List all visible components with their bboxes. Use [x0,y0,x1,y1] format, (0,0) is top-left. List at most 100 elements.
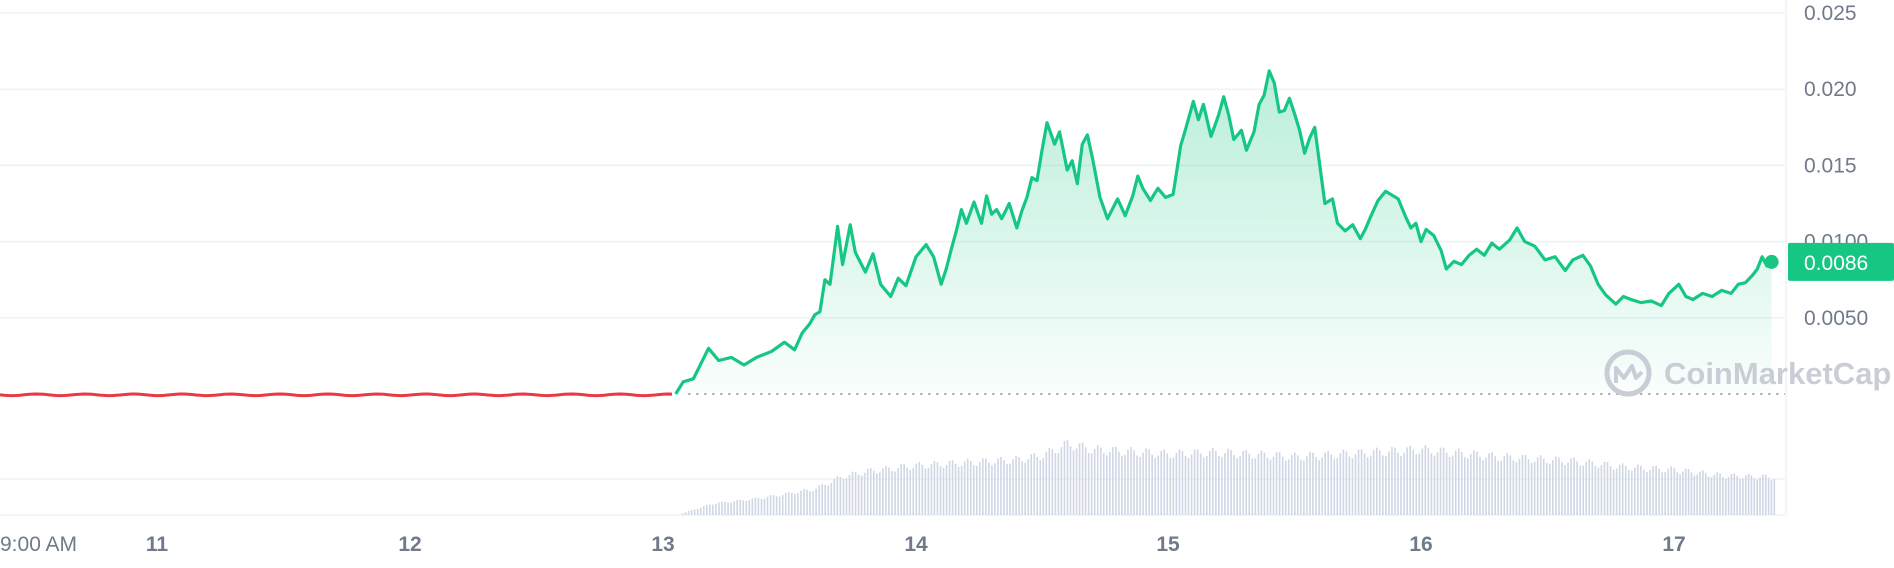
volume-bar [1139,456,1141,515]
volume-bar [1400,455,1402,515]
volume-bar [1736,476,1738,515]
volume-bar [1643,469,1645,515]
price-line-pre-launch[interactable] [0,392,673,398]
volume-bar [1175,452,1178,515]
price-area-fill [675,70,1772,395]
volume-bar [1045,451,1048,515]
volume-bar [1081,442,1084,515]
volume-bar [1421,448,1424,515]
volume-bar [894,471,896,515]
volume-bar [712,504,714,515]
volume-bar [1424,445,1427,515]
volume-bar [1157,455,1160,515]
volume-bar [1615,468,1618,515]
volume-bar [1260,450,1263,515]
volume-bar [1345,451,1348,515]
volume-bar [1181,451,1184,515]
x-axis: 9:00 AM 11 12 13 14 15 16 17 [0,533,1686,556]
volume-bar [1269,459,1272,515]
volume-bar [1297,455,1299,515]
volume-bar [960,465,963,515]
volume-bar [1160,450,1163,515]
volume-bar [1054,453,1057,515]
volume-bar [1503,456,1506,515]
volume-bar [1661,472,1663,515]
volume-bar [794,494,796,515]
volume-bar [1184,456,1187,515]
volume-bar [863,472,866,515]
volume-bar [724,501,726,515]
volume-bar [1360,449,1363,515]
volume-bar [1009,463,1011,515]
volume-bar [706,505,708,515]
volume-bar [1042,458,1045,515]
volume-bar [1515,462,1518,515]
volume-bar [1494,456,1496,515]
volume-bar [1567,462,1569,515]
volume-bar [1030,454,1033,515]
volume-bar [1710,477,1713,515]
volume-bar [1634,467,1636,515]
volume-bar [781,495,784,515]
volume-bar [1549,463,1551,515]
volume-bar [918,461,921,515]
volume-bar [1555,456,1557,515]
volume-bar [775,496,778,515]
volume-bar [1233,454,1235,515]
volume-bar [1742,478,1744,515]
x-tick-label: 13 [651,533,674,556]
volume-bar [1321,457,1323,515]
volume-bar [709,504,711,515]
volume-bar [1588,459,1591,515]
volume-bar [860,475,863,515]
volume-bar [903,464,905,515]
volume-bar [1759,477,1761,515]
y-tick-label: 0.015 [1804,154,1857,177]
volume-bar [900,464,902,515]
volume-bar [1612,469,1615,515]
volume-bar [1687,468,1690,515]
volume-bar [1318,460,1320,515]
volume-bar [915,463,918,515]
price-line[interactable] [674,69,1773,395]
volume-bar [1699,471,1701,515]
volume-bar [921,464,924,515]
volume-bar [1021,461,1023,515]
volume-bar [1753,478,1756,515]
volume-bar [1658,468,1660,515]
volume-bar [1667,468,1670,515]
volume-bar [702,506,705,515]
volume-bar [1000,456,1002,515]
volume-bar [1078,443,1081,515]
volume-bar [1218,455,1220,515]
volume-bar [1673,468,1676,515]
volume-bar [1130,447,1132,515]
volume-bar [1066,440,1069,515]
volume-bar [1415,454,1418,515]
volume-bar [763,498,766,515]
volume-bar [930,464,933,515]
current-price-dot[interactable] [1764,254,1779,269]
volume-bar [839,476,842,515]
volume-bar [1187,458,1190,515]
volume-bar [876,473,878,515]
volume-bar [1102,452,1105,515]
volume-bar [1212,448,1214,515]
volume-bar [1491,452,1493,515]
volume-bar [1430,453,1433,515]
volume-bar [1585,461,1588,515]
volume-bar [1033,453,1036,515]
volume-bar [748,500,751,515]
volume-bar [1330,454,1333,515]
volume-bar [1224,453,1226,515]
volume-bar [718,502,720,515]
volume-bar [1303,460,1305,515]
volume-bar [1457,448,1460,515]
volume-bar [772,495,775,515]
volume-bar [1684,468,1687,515]
volume-bar [1679,473,1681,515]
volume-bar [869,467,872,515]
volume-bar [1640,465,1642,515]
